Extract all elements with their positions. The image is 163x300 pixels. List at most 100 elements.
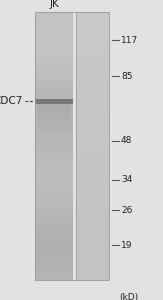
Bar [76, 48, 109, 50]
Bar [76, 70, 109, 71]
Bar [35, 29, 73, 31]
Bar [35, 111, 73, 112]
Bar [76, 178, 109, 179]
Bar [76, 165, 109, 166]
Bar [76, 155, 109, 157]
Bar [76, 46, 109, 47]
Bar [76, 21, 109, 23]
Bar [76, 170, 109, 172]
Bar [35, 124, 73, 126]
Bar [35, 86, 73, 87]
Bar [35, 279, 73, 280]
Bar [37, 132, 71, 134]
Bar [76, 226, 109, 228]
Bar [35, 205, 73, 206]
Bar [35, 70, 73, 71]
Bar [76, 138, 109, 139]
Bar [76, 262, 109, 264]
Bar [35, 71, 73, 72]
Bar [35, 188, 73, 189]
Bar [76, 95, 109, 96]
Bar [35, 38, 73, 39]
Bar [35, 170, 73, 172]
Bar [76, 229, 109, 230]
Bar [35, 119, 73, 121]
Bar [76, 202, 109, 204]
Bar [35, 166, 73, 167]
Bar [76, 79, 109, 80]
Bar [76, 52, 109, 53]
Bar [35, 178, 73, 179]
Bar [76, 102, 109, 103]
Bar [76, 210, 109, 212]
Bar [35, 96, 73, 98]
Bar [35, 198, 73, 200]
Bar [35, 134, 73, 135]
Bar [76, 71, 109, 72]
Bar [35, 157, 73, 158]
Text: 117: 117 [121, 36, 138, 45]
Bar [76, 115, 109, 116]
Bar [35, 192, 73, 193]
Bar [76, 244, 109, 245]
Bar [76, 74, 109, 75]
Bar [35, 98, 73, 99]
Bar [35, 126, 73, 127]
Bar [35, 64, 73, 66]
Bar [35, 221, 73, 222]
Bar [76, 99, 109, 100]
Bar [35, 230, 73, 232]
Bar [35, 176, 73, 177]
Bar [35, 28, 73, 29]
Bar [76, 43, 109, 44]
Bar [35, 184, 73, 185]
Bar [76, 159, 109, 161]
Bar [76, 51, 109, 52]
Text: CDC7: CDC7 [0, 96, 23, 106]
Bar [35, 224, 73, 225]
Bar [35, 220, 73, 221]
Bar [76, 220, 109, 221]
Bar [76, 116, 109, 118]
Bar [76, 277, 109, 279]
Bar [35, 50, 73, 51]
Bar [76, 196, 109, 197]
Bar [35, 142, 73, 143]
Bar [76, 59, 109, 60]
Bar [76, 20, 109, 21]
Bar [35, 79, 73, 80]
Bar [35, 12, 73, 280]
Bar [35, 39, 73, 40]
Bar [76, 106, 109, 107]
Bar [76, 104, 109, 106]
Bar [76, 214, 109, 216]
Bar [76, 241, 109, 242]
Bar [35, 182, 73, 184]
Bar [76, 194, 109, 196]
Bar [35, 274, 73, 276]
Bar [76, 264, 109, 265]
Bar [76, 90, 109, 91]
Bar [37, 120, 71, 122]
Bar [35, 91, 73, 92]
Bar [35, 102, 73, 103]
Bar [76, 122, 109, 123]
Bar [76, 147, 109, 149]
Bar [37, 105, 71, 107]
Bar [76, 111, 109, 112]
Bar [35, 127, 73, 129]
Bar [76, 142, 109, 143]
Bar [35, 107, 73, 109]
Bar [76, 247, 109, 248]
Bar [35, 136, 73, 138]
Bar [35, 232, 73, 233]
Bar [35, 123, 73, 124]
Bar [35, 99, 73, 100]
Bar [35, 249, 73, 250]
Bar [35, 53, 73, 55]
Bar [35, 27, 73, 28]
Bar [76, 38, 109, 39]
Bar [76, 257, 109, 259]
Bar [76, 15, 109, 16]
Bar [76, 63, 109, 64]
